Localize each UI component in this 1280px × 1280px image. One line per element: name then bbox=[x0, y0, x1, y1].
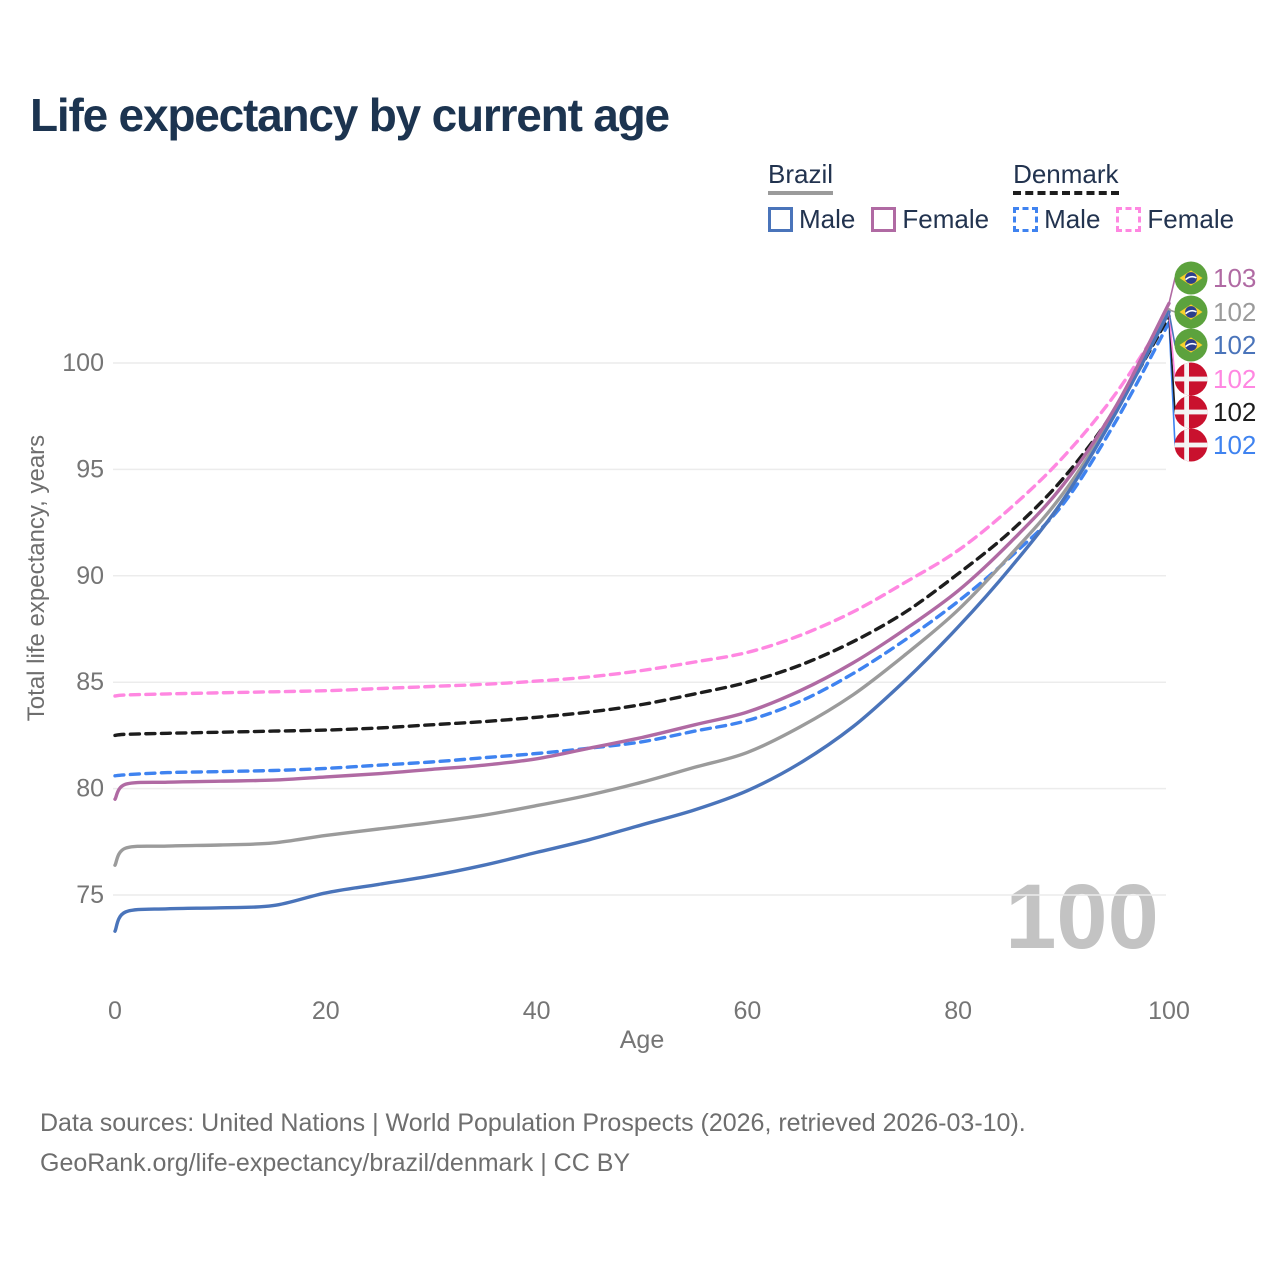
x-tick-label-20: 20 bbox=[312, 997, 340, 1025]
end-label-brazil-total: 102 bbox=[1213, 297, 1256, 327]
legend-label-denmark-female: Female bbox=[1147, 204, 1235, 234]
y-tick-label-85: 85 bbox=[76, 668, 104, 696]
end-label-denmark-total: 102 bbox=[1213, 397, 1256, 427]
y-axis-title: Total life expectancy, years bbox=[23, 434, 50, 722]
x-tick-label-60: 60 bbox=[733, 997, 761, 1025]
flag-icon-brazil bbox=[1174, 261, 1208, 295]
series-line-denmark-female[interactable] bbox=[113, 310, 1171, 698]
legend-group-brazil: Brazil Male Female bbox=[768, 160, 989, 235]
end-label-denmark-female: 102 bbox=[1213, 364, 1256, 394]
legend-label-denmark-male: Male bbox=[1044, 204, 1101, 234]
data-sources-text: Data sources: United Nations | World Pop… bbox=[40, 1109, 1026, 1137]
flag-icon-denmark bbox=[1174, 362, 1208, 396]
end-label-brazil-female: 103 bbox=[1213, 263, 1256, 293]
x-axis-title: Age bbox=[619, 1026, 665, 1054]
series-line-denmark-male[interactable] bbox=[113, 320, 1171, 778]
legend-item-brazil-male[interactable]: Male bbox=[768, 204, 855, 235]
x-tick-label-40: 40 bbox=[523, 997, 551, 1025]
legend-country-brazil[interactable]: Brazil bbox=[768, 160, 834, 195]
legend: Brazil Male Female Denmark Male bbox=[768, 160, 1234, 235]
age-counter-watermark: 100 bbox=[1005, 866, 1159, 968]
y-tick-label-95: 95 bbox=[76, 455, 104, 483]
flag-icon-denmark bbox=[1174, 395, 1208, 429]
series-line-brazil-female[interactable] bbox=[113, 301, 1171, 801]
y-tick-label-80: 80 bbox=[76, 775, 104, 803]
y-tick-label-100: 100 bbox=[62, 349, 104, 377]
end-label-brazil-male: 102 bbox=[1213, 330, 1256, 360]
series-line-brazil-male[interactable] bbox=[113, 310, 1171, 933]
x-tick-label-0: 0 bbox=[108, 997, 122, 1025]
y-tick-label-90: 90 bbox=[76, 562, 104, 590]
series-line-brazil-total[interactable] bbox=[113, 308, 1171, 867]
legend-item-brazil-female[interactable]: Female bbox=[871, 204, 989, 235]
x-tick-label-80: 80 bbox=[944, 997, 972, 1025]
legend-swatch-denmark-female-icon bbox=[1116, 207, 1142, 232]
legend-items-brazil: Male Female bbox=[768, 204, 989, 235]
page-title: Life expectancy by current age bbox=[30, 89, 670, 141]
footer: Data sources: United Nations | World Pop… bbox=[40, 1103, 1026, 1183]
flag-icon-denmark bbox=[1174, 428, 1208, 462]
legend-item-denmark-female[interactable]: Female bbox=[1116, 204, 1234, 235]
legend-group-denmark: Denmark Male Female bbox=[1013, 160, 1234, 235]
series-line-denmark-total[interactable] bbox=[113, 314, 1171, 738]
legend-country-denmark[interactable]: Denmark bbox=[1013, 160, 1119, 195]
legend-swatch-brazil-female-icon bbox=[871, 207, 897, 232]
x-tick-label-100: 100 bbox=[1148, 997, 1190, 1025]
legend-item-denmark-male[interactable]: Male bbox=[1013, 204, 1100, 235]
legend-items-denmark: Male Female bbox=[1013, 204, 1234, 235]
legend-swatch-denmark-male-icon bbox=[1013, 207, 1039, 232]
legend-swatch-brazil-male-icon bbox=[768, 207, 793, 232]
flag-icon-brazil bbox=[1174, 295, 1208, 329]
flag-icon-brazil bbox=[1174, 328, 1208, 362]
end-label-denmark-male: 102 bbox=[1213, 430, 1256, 460]
attribution-text: GeoRank.org/life-expectancy/brazil/denma… bbox=[40, 1149, 631, 1177]
y-tick-label-75: 75 bbox=[76, 881, 104, 909]
legend-label-brazil-male: Male bbox=[799, 204, 856, 234]
legend-label-brazil-female: Female bbox=[902, 204, 990, 234]
